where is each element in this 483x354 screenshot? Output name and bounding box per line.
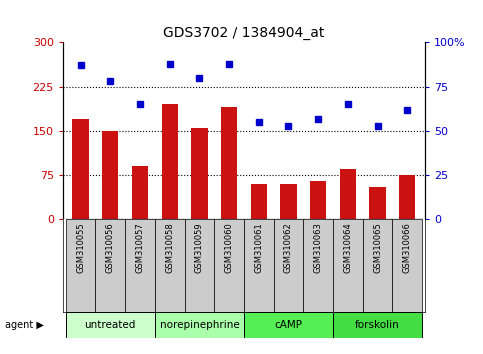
Bar [310, 181, 327, 219]
Text: GSM310066: GSM310066 [403, 222, 412, 273]
Bar [66, 312, 155, 338]
Bar [214, 219, 244, 312]
Text: GSM310055: GSM310055 [76, 222, 85, 273]
Bar [363, 219, 392, 312]
Bar [399, 175, 415, 219]
Text: norepinephrine: norepinephrine [159, 320, 239, 330]
Text: GSM310057: GSM310057 [136, 222, 144, 273]
Text: GSM310063: GSM310063 [313, 222, 323, 273]
Text: GSM310061: GSM310061 [254, 222, 263, 273]
Text: GSM310059: GSM310059 [195, 222, 204, 273]
Bar [102, 131, 118, 219]
Bar [273, 219, 303, 312]
Bar [155, 312, 244, 338]
Bar [66, 219, 96, 312]
Bar [191, 128, 208, 219]
Bar [333, 219, 363, 312]
Bar [369, 187, 386, 219]
Text: untreated: untreated [85, 320, 136, 330]
Bar [244, 219, 273, 312]
Bar [340, 169, 356, 219]
Text: GSM310056: GSM310056 [106, 222, 115, 273]
Text: GSM310065: GSM310065 [373, 222, 382, 273]
Bar [392, 219, 422, 312]
Bar [72, 119, 89, 219]
Bar [333, 312, 422, 338]
Text: GSM310062: GSM310062 [284, 222, 293, 273]
Bar [221, 107, 237, 219]
Bar [185, 219, 214, 312]
Text: agent ▶: agent ▶ [5, 320, 43, 330]
Bar [251, 184, 267, 219]
Text: forskolin: forskolin [355, 320, 400, 330]
Text: GSM310064: GSM310064 [343, 222, 352, 273]
Bar [96, 219, 125, 312]
Bar [125, 219, 155, 312]
Bar [155, 219, 185, 312]
Bar [280, 184, 297, 219]
Bar [244, 312, 333, 338]
Bar [303, 219, 333, 312]
Title: GDS3702 / 1384904_at: GDS3702 / 1384904_at [163, 26, 325, 40]
Text: GSM310058: GSM310058 [165, 222, 174, 273]
Text: GSM310060: GSM310060 [225, 222, 234, 273]
Bar [132, 166, 148, 219]
Bar [161, 104, 178, 219]
Text: cAMP: cAMP [274, 320, 302, 330]
